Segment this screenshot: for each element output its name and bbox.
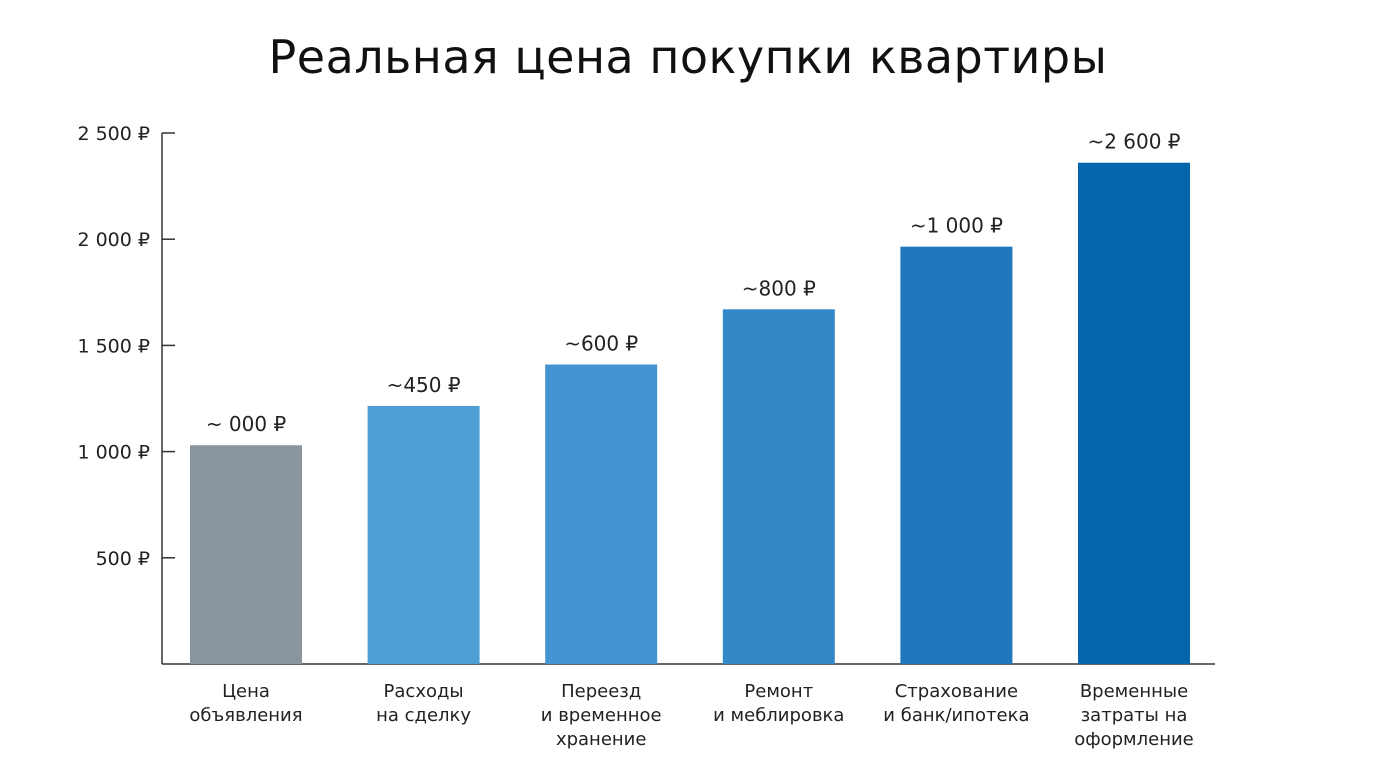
data-label: ~1 000 ₽ <box>910 214 1003 238</box>
y-tick-label: 2 000 ₽ <box>77 229 150 251</box>
x-tick-label: и банк/ипотека <box>883 705 1029 726</box>
chart-title: Реальная цена покупки квартиры <box>268 30 1108 84</box>
bar <box>545 364 658 664</box>
x-tick-label: объявления <box>189 705 302 726</box>
x-tick-label: затраты на <box>1081 705 1188 726</box>
y-tick-label: 1 500 ₽ <box>77 335 150 357</box>
y-tick-label: 500 ₽ <box>96 548 150 570</box>
data-label: ~600 ₽ <box>564 332 638 356</box>
x-tick-label: Цена <box>222 681 270 702</box>
data-label: ~450 ₽ <box>387 373 461 397</box>
data-label: ~ 000 ₽ <box>206 412 287 436</box>
x-tick-label: Страхование <box>895 681 1018 702</box>
x-tick-label: и временное <box>541 705 662 726</box>
data-label: ~2 600 ₽ <box>1087 130 1180 154</box>
y-tick-label: 1 000 ₽ <box>77 442 150 464</box>
bar <box>1078 162 1190 664</box>
x-tick-label: и меблировка <box>713 705 844 726</box>
bar <box>722 309 835 664</box>
x-tick-label: оформление <box>1074 729 1194 750</box>
x-tick-label: Временные <box>1080 681 1188 702</box>
bar <box>900 246 1013 664</box>
y-tick-label: 2 500 ₽ <box>77 123 150 145</box>
bar <box>190 445 302 664</box>
x-tick-label: на сделку <box>376 705 471 726</box>
data-label: ~800 ₽ <box>742 276 816 300</box>
x-tick-label: Переезд <box>561 681 641 702</box>
x-tick-label: Ремонт <box>744 681 813 702</box>
bar <box>367 405 480 664</box>
x-tick-label: Расходы <box>384 681 464 702</box>
x-tick-label: хранение <box>556 729 647 750</box>
